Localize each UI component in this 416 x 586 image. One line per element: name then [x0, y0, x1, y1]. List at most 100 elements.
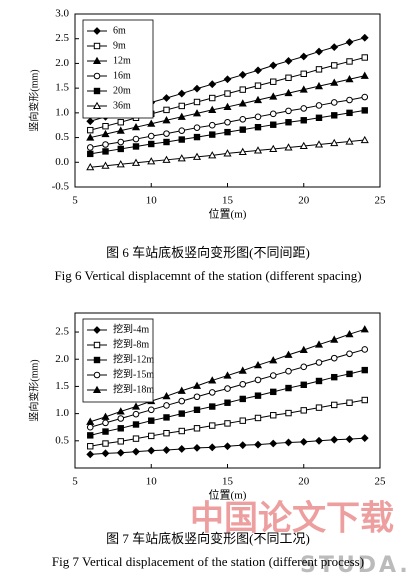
x-tick-label: 15	[222, 476, 234, 488]
marker	[132, 410, 140, 418]
y-tick-label: 2.5	[55, 32, 69, 44]
marker	[299, 52, 308, 61]
marker	[285, 74, 292, 81]
marker	[269, 61, 278, 70]
marker	[132, 435, 140, 442]
marker	[270, 78, 277, 85]
marker	[209, 131, 216, 138]
marker	[116, 407, 125, 415]
marker	[116, 160, 125, 168]
chart: 0.5 1.0 1.5 2.0 2.5 5 10 15 20 25 位置(m) 竖向变形(mm) 图 7…	[27, 312, 387, 569]
marker	[116, 126, 125, 134]
marker	[270, 121, 277, 128]
caption: 图 7 车站底板竖向变形图(不同工况)	[106, 531, 310, 546]
x-tick-label: 5	[72, 476, 78, 488]
legend-label: 挖到-4m	[113, 322, 149, 335]
caption-en: Fig 6 Vertical displacemnt of the statio…	[54, 268, 361, 283]
watermark-url: STUDA.	[300, 553, 411, 578]
marker	[315, 436, 323, 445]
y-axis-label: 竖向变形(mm)	[27, 359, 40, 421]
marker	[193, 124, 201, 131]
marker	[345, 435, 354, 444]
marker	[330, 138, 339, 147]
marker	[102, 123, 109, 130]
x-tick-label: 15	[222, 195, 234, 207]
marker	[254, 414, 262, 422]
x-tick-label: 25	[375, 476, 387, 488]
x-axis-label: 位置(m)	[209, 488, 247, 502]
marker	[269, 144, 278, 152]
x-tick-label: 5	[72, 195, 78, 207]
marker	[331, 401, 338, 409]
marker	[331, 112, 338, 119]
marker	[193, 133, 201, 141]
marker	[299, 437, 308, 446]
marker	[86, 423, 94, 431]
marker	[102, 141, 109, 148]
marker	[131, 158, 141, 166]
marker	[86, 144, 94, 151]
marker	[346, 350, 353, 358]
marker	[345, 38, 354, 47]
marker	[147, 157, 156, 165]
marker	[361, 396, 368, 404]
y-tick-label: 1.5	[55, 82, 69, 94]
marker	[223, 442, 232, 451]
marker	[208, 80, 217, 89]
marker	[239, 115, 247, 123]
marker	[238, 366, 247, 374]
marker	[117, 119, 124, 126]
marker	[87, 432, 94, 439]
marker	[86, 133, 95, 141]
x-tick-label: 20	[298, 476, 310, 488]
x-tick-label: 20	[298, 195, 310, 207]
marker	[224, 118, 231, 126]
marker	[300, 407, 307, 414]
marker	[162, 94, 171, 102]
marker	[239, 380, 247, 388]
marker	[314, 340, 324, 348]
marker	[315, 102, 323, 109]
legend-label: 16m	[113, 70, 131, 81]
marker	[162, 446, 171, 454]
marker	[269, 356, 278, 364]
marker	[162, 155, 171, 163]
marker	[177, 386, 186, 394]
legend-marker	[93, 27, 101, 35]
marker	[192, 109, 202, 117]
marker	[345, 75, 354, 83]
marker	[178, 136, 185, 143]
marker	[132, 421, 140, 428]
marker	[163, 106, 170, 114]
legend-label: 12m	[113, 55, 131, 66]
marker	[269, 110, 277, 118]
marker	[299, 345, 308, 354]
marker	[315, 47, 323, 56]
marker	[209, 94, 216, 102]
marker	[238, 441, 247, 450]
marker	[102, 428, 109, 435]
marker	[148, 432, 155, 440]
legend-label: 挖到-12m	[113, 352, 154, 365]
y-tick-label: 2.0	[55, 353, 69, 365]
marker	[346, 399, 353, 406]
marker	[208, 443, 217, 452]
chart: -0.5 0.0 0.5 1.0 1.5 2.0 2.5 3.0 5 10 15 20 25 位置(m) 竖…	[27, 8, 386, 283]
marker	[345, 137, 354, 145]
marker	[284, 438, 293, 447]
legend-label: 挖到-15m	[113, 367, 154, 380]
marker	[101, 129, 110, 138]
marker	[346, 96, 353, 104]
marker	[254, 82, 262, 89]
caption-en: Fig 7 Vertical displacement of the stati…	[52, 554, 364, 569]
marker	[117, 438, 124, 445]
marker	[147, 132, 155, 140]
marker	[269, 92, 278, 100]
marker	[177, 445, 186, 453]
marker	[147, 406, 155, 414]
marker	[361, 346, 369, 353]
marker	[132, 135, 140, 143]
legend-marker	[93, 356, 101, 364]
marker	[315, 359, 323, 366]
marker	[223, 149, 232, 157]
